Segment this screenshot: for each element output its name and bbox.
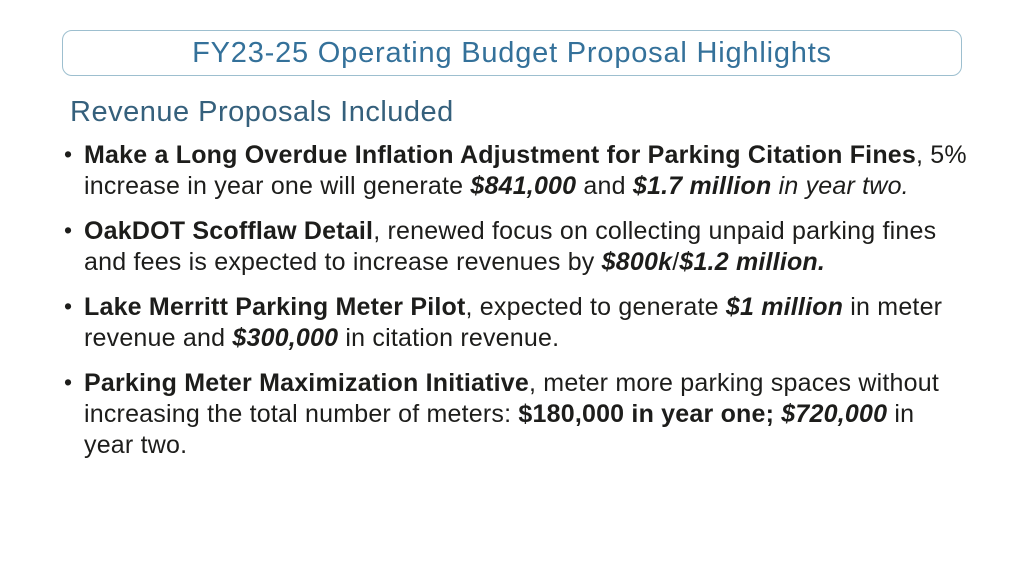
text-segment: $300,000 — [232, 324, 339, 352]
text-segment: / — [672, 248, 680, 276]
list-item: OakDOT Scofflaw Detail, renewed focus on… — [62, 215, 968, 278]
text-segment: Parking Meter Maximization Initiative — [84, 369, 530, 397]
text-segment: , meter more parking spaces without incr… — [84, 369, 939, 428]
title-box: FY23-25 Operating Budget Proposal Highli… — [62, 30, 962, 76]
text-segment: in year two. — [771, 172, 909, 200]
text-segment: in year two. — [84, 400, 915, 459]
text-segment: $180,000 in year one; — [518, 400, 782, 428]
list-item: Parking Meter Maximization Initiative, m… — [62, 367, 968, 461]
text-segment: and — [576, 172, 633, 200]
text-segment: $720,000 — [781, 400, 888, 428]
text-segment: $1.2 million. — [679, 248, 826, 276]
text-segment: , 5% increase in year one will generate — [84, 141, 967, 200]
text-segment: in meter revenue and — [84, 293, 943, 352]
text-segment: $841,000 — [470, 172, 577, 200]
list-item: Make a Long Overdue Inflation Adjustment… — [62, 139, 968, 202]
bullet-list: Make a Long Overdue Inflation Adjustment… — [62, 139, 968, 475]
text-segment: in citation revenue. — [338, 324, 560, 352]
list-item: Lake Merritt Parking Meter Pilot, expect… — [62, 291, 968, 354]
text-segment: , expected to generate — [465, 293, 726, 321]
section-heading: Revenue Proposals Included — [70, 96, 454, 128]
text-segment: $1 million — [725, 293, 844, 321]
text-segment: $1.7 million — [632, 172, 772, 200]
page-title: FY23-25 Operating Budget Proposal Highli… — [192, 36, 832, 69]
text-segment: Lake Merritt Parking Meter Pilot — [84, 293, 466, 321]
text-segment: $800k — [601, 248, 673, 276]
text-segment: OakDOT Scofflaw Detail — [84, 217, 374, 245]
text-segment: Make a Long Overdue Inflation Adjustment… — [84, 141, 917, 169]
text-segment: , renewed focus on collecting unpaid par… — [84, 217, 937, 276]
